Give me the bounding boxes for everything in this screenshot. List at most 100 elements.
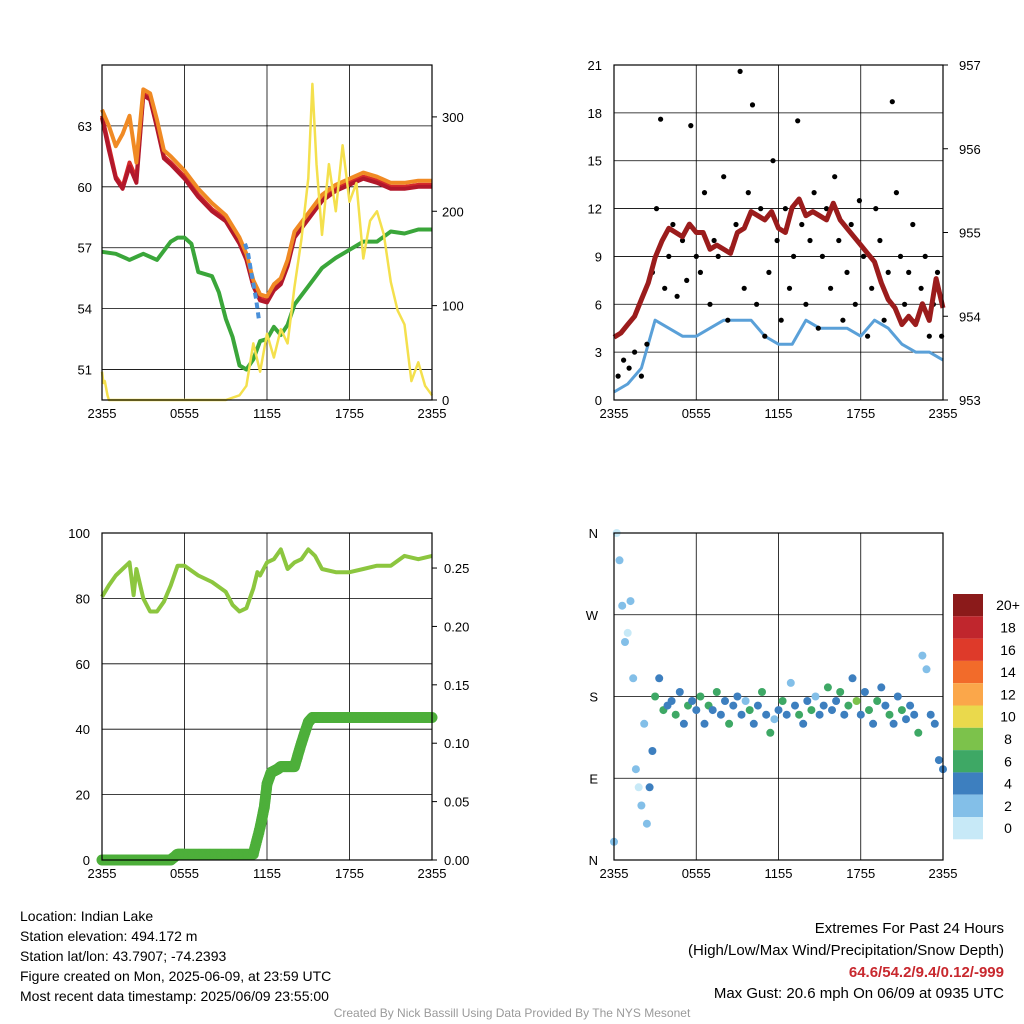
x-tick-label: 0555	[682, 866, 711, 881]
direction-point	[926, 710, 935, 719]
gust-point	[653, 206, 660, 212]
direction-point	[729, 701, 738, 710]
y2-tick-label: 0.05	[444, 795, 469, 810]
colorbar-swatch	[953, 660, 983, 684]
y2-tick-label: 953	[959, 393, 981, 408]
y-tick-label: 0	[595, 393, 602, 408]
direction-point	[906, 701, 915, 710]
series-line-5	[243, 243, 261, 320]
colorbar-label: 14	[1000, 664, 1016, 680]
y-tick-label: 15	[588, 154, 602, 169]
y-tick-label: 3	[595, 345, 602, 360]
gust-point	[679, 237, 686, 244]
direction-point	[655, 674, 664, 683]
direction-point	[725, 719, 734, 728]
direction-point	[778, 697, 787, 705]
y-tick-label: 100	[68, 526, 90, 541]
gust-point	[819, 253, 826, 259]
direction-point	[629, 674, 638, 683]
direction-point	[621, 638, 629, 646]
gust-point	[701, 190, 708, 196]
y2-tick-label: 954	[959, 309, 981, 324]
gust-point	[749, 102, 756, 108]
latlon-text: Station lat/lon: 43.7907; -74.2393	[20, 948, 227, 964]
x-tick-label: 2355	[88, 866, 117, 881]
direction-point	[762, 710, 771, 719]
x-tick-label: 2355	[929, 406, 958, 421]
gust-point	[741, 285, 747, 291]
direction-point	[716, 710, 725, 719]
gust-point	[799, 221, 805, 228]
colorbar-label: 10	[1000, 709, 1016, 725]
gust-point	[815, 325, 821, 331]
colorbar-swatch	[953, 683, 983, 706]
x-tick-label: 2355	[600, 406, 629, 421]
gust-point	[828, 285, 834, 291]
y-tick-label: 60	[78, 180, 92, 195]
direction-point	[828, 706, 836, 715]
direction-point	[667, 697, 676, 705]
direction-point	[721, 697, 729, 705]
gust-point	[697, 269, 704, 275]
gust-point	[774, 237, 780, 244]
direction-point	[618, 601, 627, 610]
colorbar-label: 8	[1004, 731, 1012, 747]
gust-point	[693, 253, 699, 259]
direction-point	[766, 728, 775, 737]
y-tick-label: N	[589, 853, 598, 868]
y-tick-label: 18	[588, 106, 602, 121]
gust-point	[832, 174, 838, 180]
direction-point	[852, 697, 861, 705]
station-info: Location: Indian Lake Station elevation:…	[20, 906, 331, 1006]
gust-point	[770, 158, 776, 164]
y-tick-label: 40	[76, 722, 90, 737]
y2-tick-label: 955	[959, 226, 981, 241]
direction-point	[645, 783, 654, 792]
y2-tick-label: 0.20	[444, 619, 469, 634]
gust-point	[621, 357, 627, 363]
x-tick-label: 0555	[170, 866, 199, 881]
direction-point	[640, 719, 649, 728]
y2-tick-label: 957	[959, 58, 981, 73]
extremes-legend: (High/Low/Max Wind/Precipitation/Snow De…	[688, 942, 1004, 959]
direction-point	[637, 801, 646, 810]
gust-point	[873, 206, 879, 212]
direction-point	[770, 715, 779, 724]
colorbar-label: 6	[1004, 753, 1012, 769]
direction-point	[897, 706, 906, 715]
gust-point	[758, 206, 764, 212]
x-tick-label: 0555	[170, 406, 199, 421]
credit-text: Created By Nick Bassill Using Data Provi…	[333, 1006, 691, 1020]
gust-point	[688, 123, 694, 129]
y-tick-label: 63	[78, 119, 92, 134]
gust-point	[889, 99, 895, 105]
direction-point	[910, 710, 919, 719]
direction-point	[749, 719, 758, 728]
gust-point	[803, 301, 809, 307]
x-tick-label: 1755	[846, 866, 875, 881]
y-tick-label: 60	[76, 657, 90, 672]
recent-timestamp-text: Most recent data timestamp: 2025/06/09 2…	[20, 988, 329, 1004]
y-tick-label: W	[586, 608, 599, 623]
y2-tick-label: 0.10	[444, 736, 469, 751]
gust-point	[632, 349, 638, 355]
elevation-text: Station elevation: 494.172 m	[20, 928, 198, 944]
direction-point	[930, 719, 939, 728]
gust-point	[926, 333, 932, 339]
direction-point	[922, 665, 931, 674]
direction-point	[848, 674, 857, 683]
direction-point	[902, 715, 910, 724]
direction-point	[737, 710, 746, 719]
x-tick-label: 1755	[846, 406, 875, 421]
gust-point	[674, 293, 680, 299]
direction-point	[823, 683, 832, 692]
x-tick-label: 2355	[418, 866, 447, 881]
direction-point	[844, 701, 853, 710]
plot-border	[613, 532, 944, 861]
y2-tick-label: 300	[442, 110, 464, 125]
speed-colorbar	[953, 594, 983, 840]
gust-point	[745, 190, 751, 196]
direction-point	[865, 706, 873, 715]
direction-point	[623, 628, 632, 637]
gust-point	[885, 269, 891, 275]
